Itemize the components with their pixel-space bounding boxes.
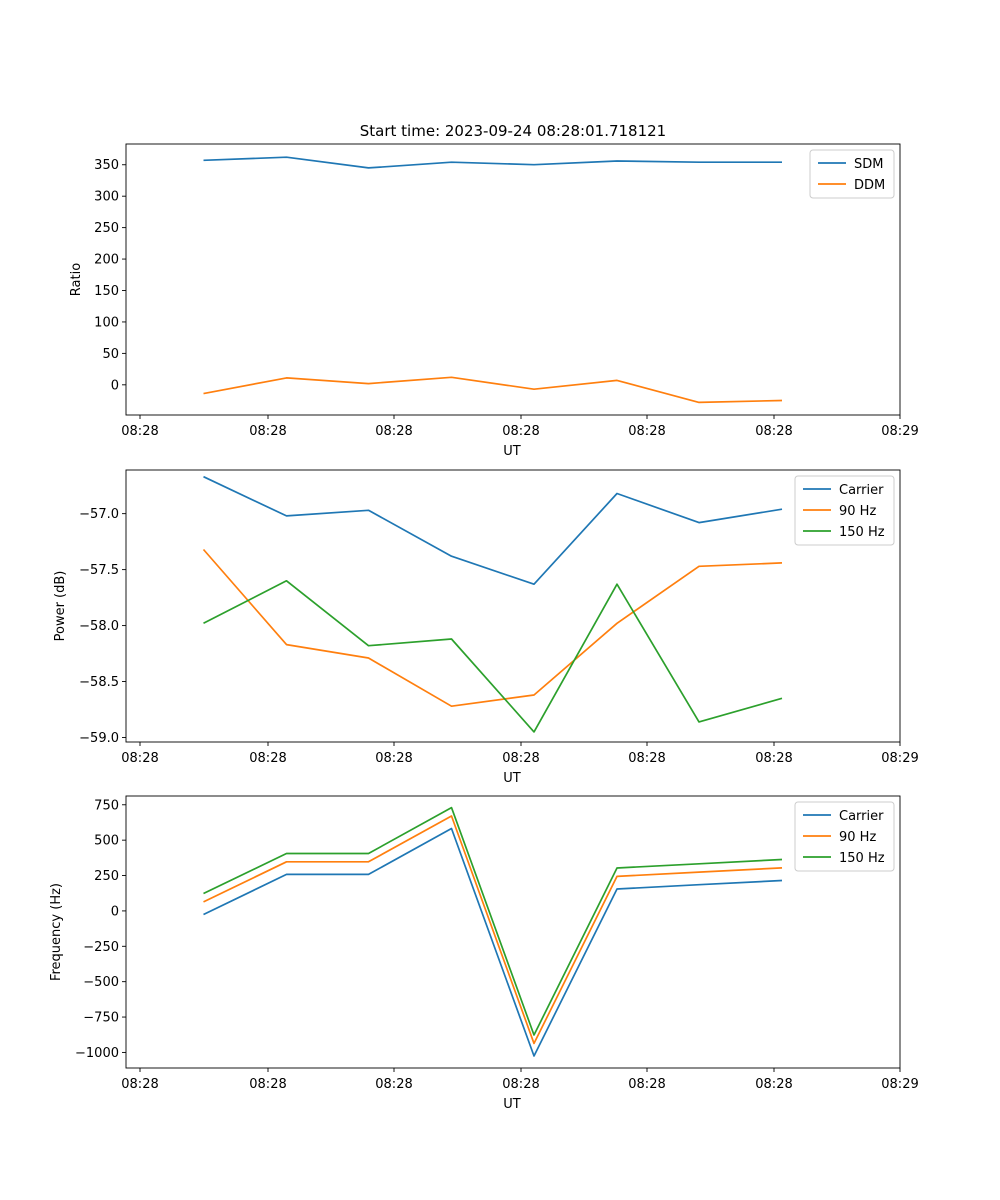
y-tick-label: 250 xyxy=(94,869,119,884)
y-tick-label: 0 xyxy=(111,904,119,919)
legend-box xyxy=(794,475,895,546)
y-axis-label: Power (dB) xyxy=(53,571,68,642)
x-tick-label: 08:28 xyxy=(249,1077,286,1092)
legend-label: SDM xyxy=(854,157,883,172)
chart-panel-2: 08:28 08:28 08:28 08:28 08:28 08:28 08:29 UT −57… xyxy=(53,469,919,786)
x-tick-label: 08:29 xyxy=(881,1077,918,1092)
series-line-90-hz xyxy=(202,548,783,708)
chart-panel-3: 08:28 08:28 08:28 08:28 08:28 08:28 08:29 UT 750… xyxy=(49,795,919,1112)
y-tick-label: −59.0 xyxy=(79,731,119,746)
series-line-sdm xyxy=(203,156,782,169)
x-axis-label: UT xyxy=(503,444,521,459)
x-axis-label: UT xyxy=(503,1097,521,1112)
x-tick-label: 08:28 xyxy=(755,751,792,766)
axes-frame xyxy=(125,795,901,1069)
x-tick-label: 08:28 xyxy=(249,424,286,439)
y-tick-label: 100 xyxy=(94,315,119,330)
x-tick-label: 08:28 xyxy=(375,1077,412,1092)
x-tick-label: 08:28 xyxy=(375,424,412,439)
y-tick-label: 350 xyxy=(94,158,119,173)
legend-box xyxy=(794,801,895,872)
y-tick-label: −750 xyxy=(83,1011,119,1026)
legend: Carrier 90 Hz 150 Hz xyxy=(794,801,895,872)
y-tick-label: −500 xyxy=(83,975,119,990)
x-tick-label: 08:28 xyxy=(755,1077,792,1092)
series-line-150-hz xyxy=(203,579,783,733)
x-tick-label: 08:28 xyxy=(121,424,158,439)
legend-label: Carrier xyxy=(839,809,884,824)
y-tick-label: −58.0 xyxy=(79,619,119,634)
chart-title: Start time: 2023-09-24 08:28:01.718121 xyxy=(360,122,666,140)
x-tick-label: 08:28 xyxy=(628,1077,665,1092)
y-tick-label: −250 xyxy=(83,940,119,955)
legend-label: 150 Hz xyxy=(839,851,885,866)
legend-label: 150 Hz xyxy=(839,525,885,540)
legend-label: 90 Hz xyxy=(839,504,876,519)
x-tick-label: 08:28 xyxy=(121,751,158,766)
x-tick-label: 08:28 xyxy=(249,751,286,766)
axes-frame xyxy=(125,143,901,416)
legend-label: DDM xyxy=(854,178,885,193)
x-tick-label: 08:28 xyxy=(628,751,665,766)
y-tick-label: 300 xyxy=(94,190,119,205)
y-tick-label: −1000 xyxy=(75,1046,119,1061)
legend-box xyxy=(809,149,895,199)
y-axis-label: Ratio xyxy=(69,263,84,296)
y-axis-label: Frequency (Hz) xyxy=(49,883,64,981)
x-axis-label: UT xyxy=(503,771,521,786)
legend-label: 90 Hz xyxy=(839,830,876,845)
series-line-carrier xyxy=(203,475,783,586)
y-tick-label: −57.0 xyxy=(79,507,119,522)
legend: SDM DDM xyxy=(809,149,895,199)
legend: Carrier 90 Hz 150 Hz xyxy=(794,475,895,546)
y-tick-label: 500 xyxy=(94,834,119,849)
legend-label: Carrier xyxy=(839,483,884,498)
y-tick-label: 50 xyxy=(102,347,119,362)
series-line-ddm xyxy=(203,376,783,404)
axes-frame xyxy=(125,469,901,743)
series-line-150-hz xyxy=(203,806,783,1036)
y-tick-label: 150 xyxy=(94,284,119,299)
x-tick-label: 08:28 xyxy=(375,751,412,766)
x-tick-label: 08:28 xyxy=(502,1077,539,1092)
x-tick-label: 08:28 xyxy=(628,424,665,439)
x-tick-label: 08:29 xyxy=(881,751,918,766)
y-tick-label: 250 xyxy=(94,221,119,236)
x-tick-label: 08:28 xyxy=(502,424,539,439)
chart-panel-1: Start time: 2023-09-24 08:28:01.718121 08… xyxy=(69,122,919,459)
y-tick-label: −57.5 xyxy=(79,563,119,578)
x-tick-label: 08:29 xyxy=(881,424,918,439)
y-tick-label: 750 xyxy=(94,798,119,813)
y-tick-label: 200 xyxy=(94,253,119,268)
series-line-carrier xyxy=(203,827,783,1057)
x-tick-label: 08:28 xyxy=(755,424,792,439)
y-tick-label: 0 xyxy=(111,378,119,393)
series-line-90-hz xyxy=(203,815,783,1045)
y-tick-label: −58.5 xyxy=(79,675,119,690)
x-tick-label: 08:28 xyxy=(502,751,539,766)
x-tick-label: 08:28 xyxy=(121,1077,158,1092)
